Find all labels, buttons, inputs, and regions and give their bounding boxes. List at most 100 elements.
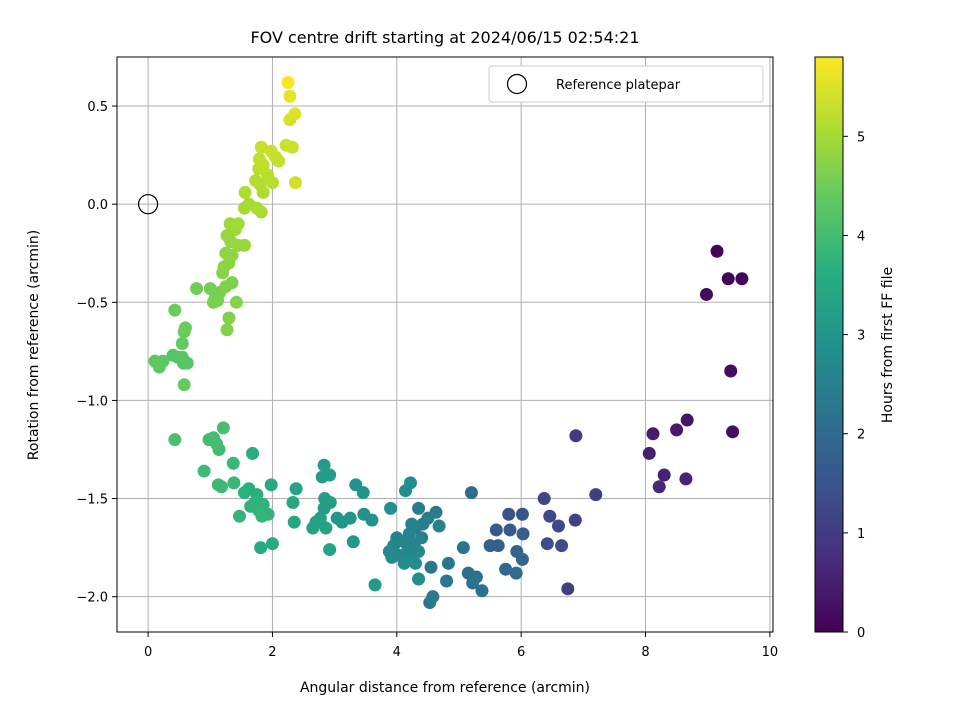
data-point [222,311,236,325]
data-point [252,152,266,166]
data-point [503,523,517,537]
x-axis-label: Angular distance from reference (arcmin) [300,680,590,696]
x-tick-label: 6 [517,645,525,660]
data-point [246,446,260,460]
legend: Reference platepar [488,65,764,103]
data-point [642,446,656,460]
data-point [589,488,603,502]
data-point [209,437,223,451]
data-point [357,507,371,521]
grid [117,57,773,632]
data-point [384,501,398,515]
data-point [424,560,438,574]
data-point [680,413,694,427]
reference-platepar-marker [137,194,159,215]
x-tick-label: 0 [144,645,152,660]
data-point [710,244,724,258]
data-point [232,509,246,523]
data-point [214,480,228,494]
data-point [551,519,565,533]
data-point [289,482,303,496]
data-point [264,478,278,492]
colorbar-tick-label: 0 [857,626,865,641]
data-point [229,295,243,309]
data-point [283,89,297,103]
y-tick-label: −0.5 [76,296,108,311]
data-point [238,185,252,199]
data-point [254,541,268,555]
legend-box [488,65,764,103]
data-point [237,486,251,500]
data-point [670,423,684,437]
data-point [287,515,301,529]
data-point [515,507,529,521]
data-point [569,429,583,443]
data-point [175,337,189,351]
data-point [735,272,749,286]
data-point [265,537,279,551]
data-point [441,556,455,570]
y-tick-label: −1.0 [76,394,108,409]
data-point [197,464,211,478]
data-point [356,486,370,500]
data-point [177,325,191,339]
data-point [456,541,470,555]
data-point [543,509,557,523]
data-point [515,552,529,566]
data-point [220,323,234,337]
data-point [408,556,422,570]
data-point [652,480,666,494]
x-axis-ticks: 0 2 4 6 8 10 [144,632,778,660]
legend-label: Reference platepar [556,78,681,93]
data-point [432,519,446,533]
data-point [216,421,230,435]
colorbar: 0 1 2 3 4 5 Hours from first FF file [814,56,896,641]
y-tick-label: 0.5 [87,100,108,115]
data-point [285,140,299,154]
data-point [288,107,302,121]
y-axis-label: Rotation from reference (arcmin) [26,230,42,460]
data-point [255,509,269,523]
x-tick-label: 2 [268,645,276,660]
data-point [346,535,360,549]
data-point [509,566,523,580]
data-point [502,507,516,521]
y-tick-label: 0.0 [87,198,108,213]
y-axis-ticks: 0.5 0.0 −0.5 −1.0 −1.5 −2.0 [76,100,117,606]
data-point [464,486,478,500]
data-point [177,378,191,392]
x-tick-label: 8 [641,645,649,660]
data-point [679,472,693,486]
data-point [190,282,204,296]
data-point [317,501,331,515]
data-point [323,468,337,482]
data-point [489,523,503,537]
data-point [555,539,569,553]
data-point [412,572,426,586]
data-point [561,582,575,596]
data-point [219,246,233,260]
data-point [227,476,241,490]
data-point [264,144,278,158]
data-point [491,539,505,553]
data-point [724,364,738,378]
data-point [168,433,182,447]
data-point [330,511,344,525]
colorbar-tick-label: 3 [857,329,865,344]
data-point [412,501,426,515]
data-point [148,354,162,368]
chart-title: FOV centre drift starting at 2024/06/15 … [250,28,639,47]
x-tick-label: 10 [762,645,779,660]
y-tick-label: −2.0 [76,591,108,606]
data-point [237,238,251,252]
data-point [254,140,268,154]
colorbar-tick-label: 1 [857,527,865,542]
data-point [646,427,660,441]
data-point [499,562,513,576]
colorbar-label: Hours from first FF file [880,267,896,423]
data-point [180,356,194,370]
data-point [253,178,267,192]
colorbar-ticks: 0 1 2 3 4 5 [843,130,865,641]
data-point [537,492,551,506]
